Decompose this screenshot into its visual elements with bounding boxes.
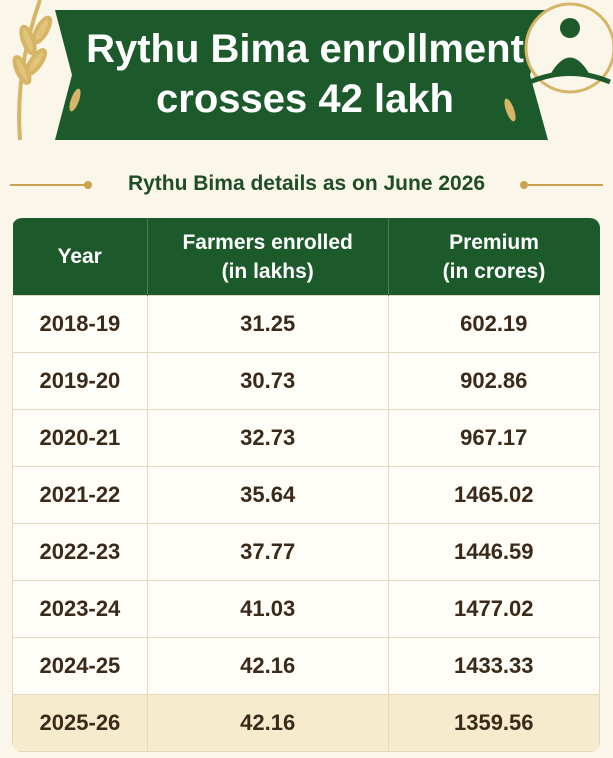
table-cell: 1359.56 (387, 694, 600, 752)
table-row: 2025-26 42.16 1359.56 (12, 694, 600, 752)
table-row: 2021-22 35.64 1465.02 (12, 466, 600, 524)
table-cell: 602.19 (387, 295, 600, 353)
table-cell: 2020-21 (12, 409, 148, 467)
table-cell: 1446.59 (387, 523, 600, 581)
table-row: 2019-20 30.73 902.86 (12, 352, 600, 410)
table-cell: 32.73 (146, 409, 389, 467)
table-cell: 42.16 (146, 637, 389, 695)
table-cell: 902.86 (387, 352, 600, 410)
table-cell: 31.25 (146, 295, 389, 353)
table-row: 2024-25 42.16 1433.33 (12, 637, 600, 695)
table-cell: 1433.33 (387, 637, 600, 695)
header-line: Premium (449, 230, 539, 254)
table-cell: 2021-22 (12, 466, 148, 524)
table-cell: 30.73 (146, 352, 389, 410)
table-cell: 1477.02 (387, 580, 600, 638)
column-header: Year (12, 218, 148, 296)
table-cell: 967.17 (387, 409, 600, 467)
table-cell: 2024-25 (12, 637, 148, 695)
banner (55, 10, 548, 140)
header-line: Farmers enrolled (182, 230, 353, 254)
table-row: 2022-23 37.77 1446.59 (12, 523, 600, 581)
table-row: 2023-24 41.03 1477.02 (12, 580, 600, 638)
decoration (10, 0, 613, 189)
title-line: crosses 42 lakh (156, 77, 454, 121)
title-line: Rythu Bima enrollment (86, 27, 524, 71)
column-header: Farmers enrolled (in lakhs) (147, 218, 389, 296)
table-row: 2018-19 31.25 602.19 (12, 295, 600, 353)
table-cell: 35.64 (146, 466, 389, 524)
table-cell: 2019-20 (12, 352, 148, 410)
table-cell: 42.16 (146, 694, 389, 752)
header-line: (in crores) (442, 259, 546, 283)
subtitle: Rythu Bima details as on June 2026 (127, 172, 486, 195)
header-line: Year (57, 245, 102, 268)
table: Year Farmers enrolled (in lakhs) Premium (in… (12, 218, 600, 752)
table-cell: 2018-19 (12, 295, 148, 353)
table-cell: 2023-24 (12, 580, 148, 638)
table-cell: 37.77 (146, 523, 389, 581)
table-cell: 2022-23 (12, 523, 148, 581)
table-cell: 1465.02 (387, 466, 600, 524)
header-line: (in lakhs) (221, 259, 314, 283)
column-header: Premium (in crores) (388, 218, 600, 296)
table-row: 2020-21 32.73 967.17 (12, 409, 600, 467)
table-cell: 2025-26 (12, 694, 148, 752)
table-cell: 41.03 (146, 580, 389, 638)
